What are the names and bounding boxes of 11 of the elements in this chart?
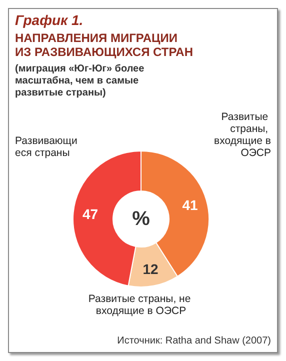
text: (миграция «Юг-Юг» более масштабна, чем в самые развитые страны) [15,64,147,98]
slice-label: Развитые страны, не входящие в ОЭСР [88,293,194,317]
slice-label: Развитые страны, входящие в ОЭСР [214,111,272,159]
data-label: 47 [82,206,98,222]
data-label: 12 [142,261,159,278]
chart-subtitle: НАПРАВЛЕНИЯ МИГРАЦИИ ИЗ РАЗВИВАЮЩИХСЯ СТРАН [15,31,194,59]
text: Источник: Ratha and Shaw (2007) [117,336,272,346]
text: % [132,208,150,230]
slice-label: Развивающиеся страны [15,135,78,159]
data-label: 41 [182,196,198,213]
chart-title: График 1. [15,12,84,28]
